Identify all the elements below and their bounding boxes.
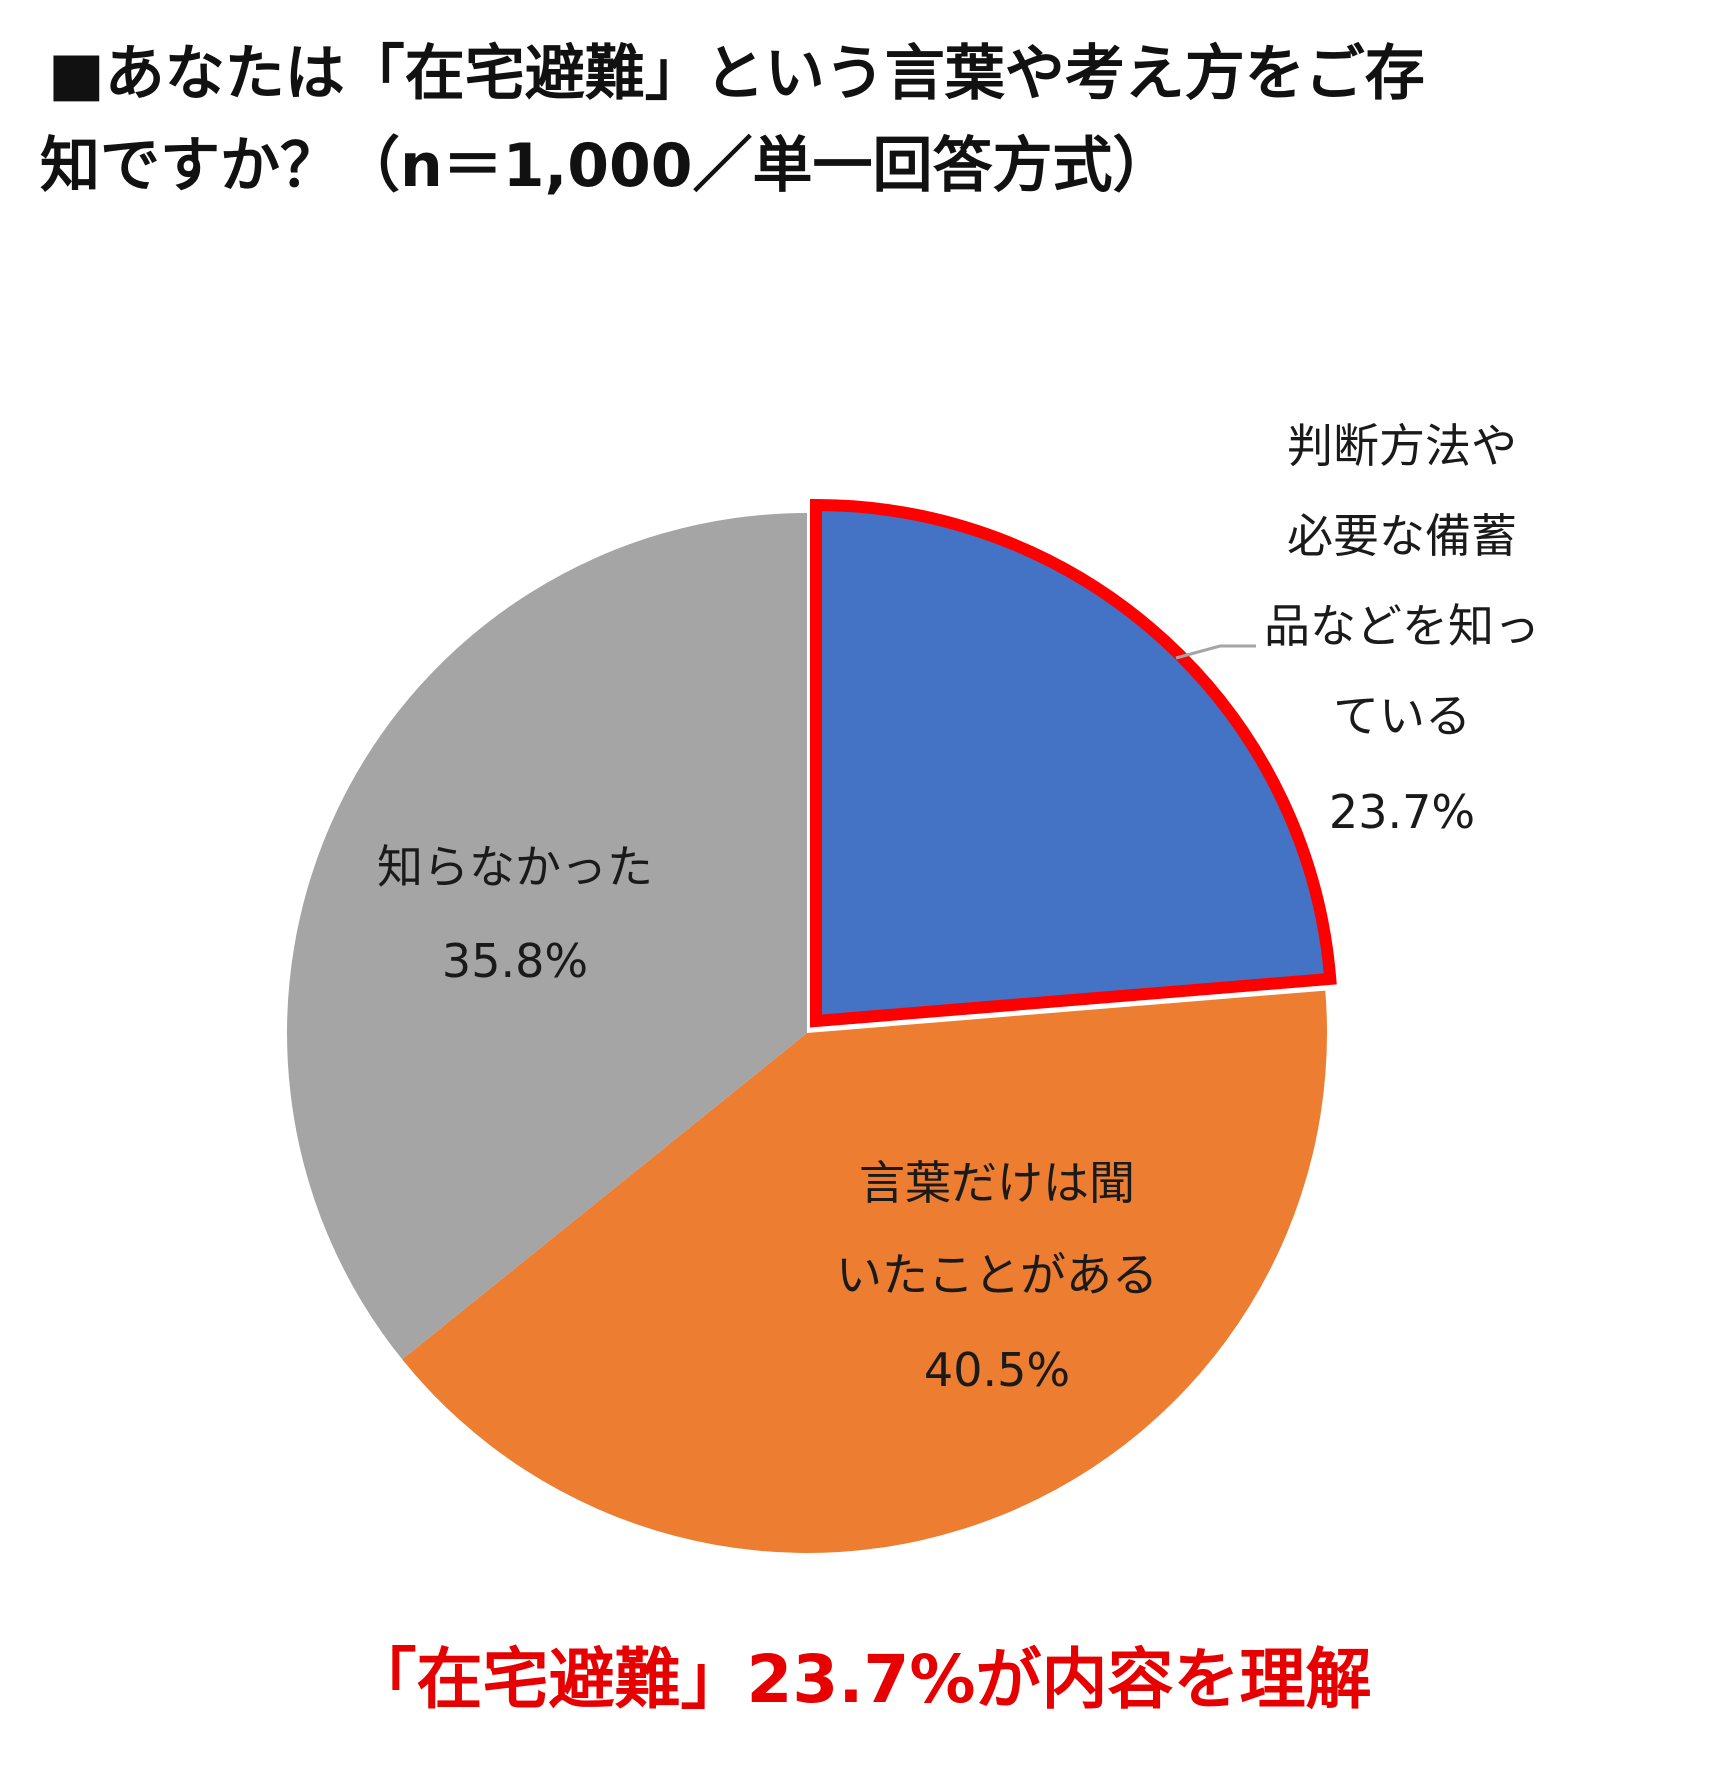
footer-callout: 「在宅避難」23.7%が内容を理解 xyxy=(350,1641,1372,1718)
pie-slice-orange xyxy=(402,990,1328,1554)
highlight-outline xyxy=(810,498,1337,1028)
slice-label-blue-line-1: 判断方法や xyxy=(1287,419,1517,473)
slice-label-blue-line-4: ている xyxy=(1333,689,1471,743)
highlight-red-outline xyxy=(810,498,1337,1028)
pie-slice-gray xyxy=(286,513,807,1360)
chart-title-line-2: 知ですか？（n＝1,000／単一回答方式） xyxy=(40,131,1173,201)
slice-label-orange-line-1: 言葉だけは聞 xyxy=(859,1156,1135,1210)
chart-title: ■あなたは「在宅避難」という言葉や考え方をご存 知ですか？（n＝1,000／単一… xyxy=(40,28,1690,212)
pie-slice-blue xyxy=(816,501,1335,1021)
pie-slices xyxy=(286,501,1335,1554)
slice-label-blue-line-3: 品などを知っ xyxy=(1264,599,1540,653)
slice-label-blue-line-2: 必要な備蓄 xyxy=(1287,509,1517,563)
leader-line-blue xyxy=(1175,644,1256,660)
chart-title-line-1: ■あなたは「在宅避難」という言葉や考え方をご存 xyxy=(48,39,1425,109)
slice-label-orange-line-2: いたことがある xyxy=(836,1248,1158,1302)
slice-value-blue: 23.7% xyxy=(1329,785,1475,839)
leader-lines xyxy=(1175,644,1256,660)
slice-label-gray-line-1: 知らなかった xyxy=(377,840,653,894)
slice-value-orange: 40.5% xyxy=(924,1343,1070,1397)
slice-value-gray: 35.8% xyxy=(442,934,588,988)
